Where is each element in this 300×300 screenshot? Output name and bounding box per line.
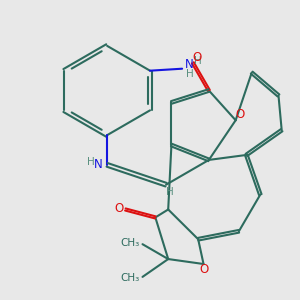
Text: H: H — [87, 157, 94, 167]
Text: N: N — [185, 58, 194, 71]
Text: CH₃: CH₃ — [121, 273, 140, 283]
Text: H: H — [186, 69, 194, 79]
Text: O: O — [115, 202, 124, 214]
Text: O: O — [192, 51, 202, 64]
Text: N: N — [93, 158, 102, 171]
Text: O: O — [199, 263, 208, 276]
Text: O: O — [235, 108, 244, 121]
Text: H: H — [166, 187, 174, 197]
Text: H: H — [194, 56, 202, 66]
Text: CH₃: CH₃ — [121, 238, 140, 248]
